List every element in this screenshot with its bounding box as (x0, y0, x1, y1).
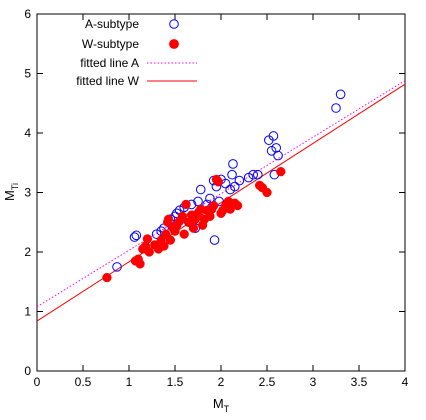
y-tick-label: 0 (24, 364, 31, 378)
point-w-subtype (179, 229, 189, 239)
point-a-subtype (273, 150, 283, 161)
point-a-subtype (209, 235, 220, 245)
point-a-subtype (112, 262, 122, 272)
point-a-subtype (335, 89, 346, 100)
x-tick-label: 0 (34, 375, 41, 389)
point-a-subtype (271, 143, 282, 153)
fit-line-w (36, 83, 406, 322)
legend-marker-open-circle (169, 19, 179, 29)
y-tick-label: 6 (24, 7, 31, 21)
point-w-subtype (232, 200, 243, 211)
point-w-subtype (142, 234, 153, 244)
legend-marker-filled-circle (169, 39, 179, 49)
point-a-subtype (331, 103, 341, 113)
legend-label: W-subtype (82, 37, 139, 51)
tick-labels: 0 0.5 1 1.5 2 2.5 3 3.5 4 0 1 2 3 4 5 6 (24, 7, 408, 389)
point-a-subtype (252, 169, 263, 180)
y-tick-label: 5 (24, 67, 31, 81)
point-a-subtype (131, 230, 142, 241)
point-w-subtype (163, 214, 174, 224)
point-w-subtype (262, 187, 272, 198)
point-a-subtype (234, 175, 245, 186)
fit-lines (36, 80, 406, 322)
point-a-subtype (230, 181, 240, 192)
point-w-subtype (213, 177, 223, 187)
point-a-subtype (195, 184, 206, 195)
x-tick-label: 1.5 (167, 375, 184, 389)
x-tick-label: 2 (218, 375, 225, 389)
point-a-subtype (227, 169, 237, 180)
data-points (102, 89, 346, 283)
y-tick-label: 4 (24, 126, 31, 140)
x-tick-label: 2.5 (259, 375, 276, 389)
y-tick-label: 2 (24, 245, 31, 259)
point-w-subtype (135, 259, 145, 269)
x-axis-label: MT (213, 396, 230, 414)
x-tick-label: 1 (126, 375, 133, 389)
point-w-subtype (165, 235, 176, 245)
point-w-subtype (276, 167, 286, 177)
x-tick-label: 3 (310, 375, 317, 389)
point-a-subtype (228, 159, 238, 169)
point-w-subtype (181, 199, 191, 210)
axis-ticks (36, 13, 406, 372)
x-tick-label: 4 (402, 375, 409, 389)
y-tick-label: 3 (24, 186, 31, 200)
point-w-subtype (144, 247, 154, 257)
legend-label: fitted line A (80, 56, 139, 70)
y-tick-label: 1 (24, 305, 31, 319)
y-axis-label: MTi (2, 183, 20, 201)
point-w-subtype (102, 272, 112, 283)
point-a-subtype (129, 232, 140, 242)
point-w-subtype (208, 200, 219, 211)
legend-label: fitted line W (76, 74, 139, 88)
point-w-subtype (177, 211, 188, 221)
point-a-subtype (248, 169, 258, 180)
fit-line-a (36, 80, 406, 308)
point-w-subtype (159, 241, 169, 251)
x-tick-label: 3.5 (351, 375, 368, 389)
point-w-subtype (188, 223, 199, 233)
point-a-subtype (268, 131, 279, 141)
legend: A-subtype W-subtype fitted line A fitted li… (76, 17, 197, 88)
legend-label: A-subtype (85, 17, 139, 31)
x-tick-label: 0.5 (75, 375, 92, 389)
